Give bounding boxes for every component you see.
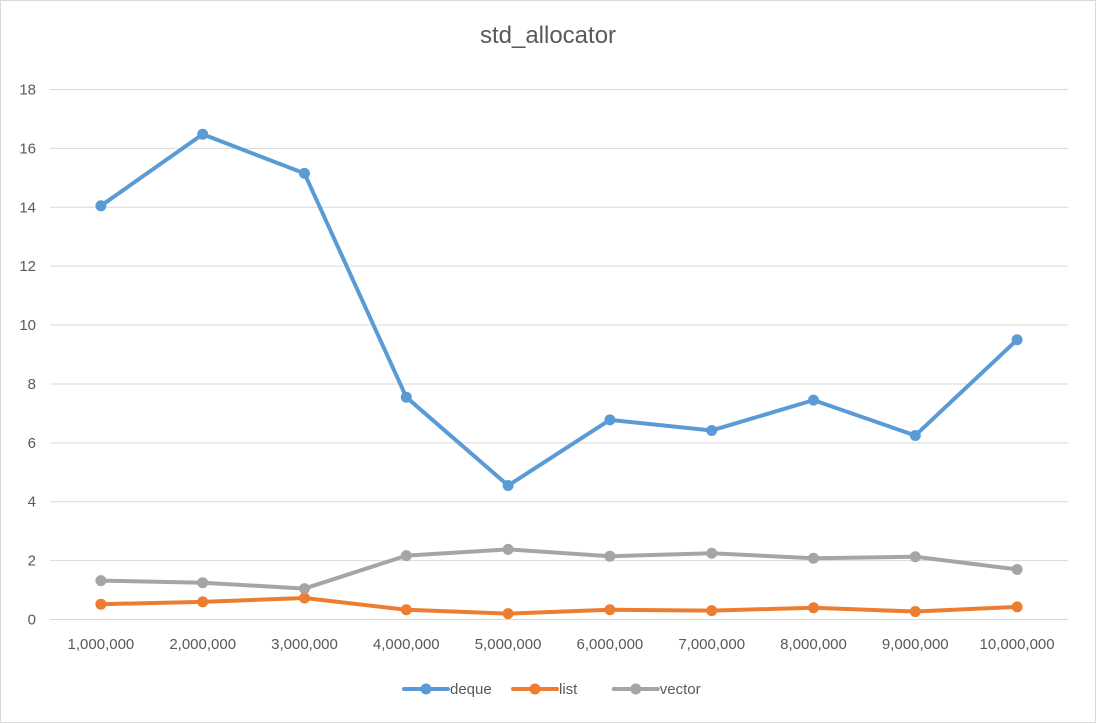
- y-tick-label: 4: [28, 494, 36, 511]
- y-tick-label: 10: [19, 317, 36, 334]
- x-tick-label: 8,000,000: [780, 636, 847, 653]
- x-axis-ticks: 1,000,000 2,000,000 3,000,000 4,000,000 5,00…: [68, 636, 1055, 653]
- data-point-list: [299, 592, 310, 604]
- data-point-list: [909, 606, 921, 618]
- data-point-vector: [197, 577, 209, 589]
- series-lines: [95, 128, 1023, 620]
- data-point-vector: [706, 547, 718, 559]
- x-tick-label: 2,000,000: [169, 636, 236, 653]
- series-list: [95, 592, 1023, 620]
- legend-item-vector: vector: [611, 681, 701, 698]
- y-tick-label: 16: [19, 140, 36, 157]
- data-point-deque: [1011, 334, 1023, 346]
- y-tick-label: 18: [19, 82, 36, 99]
- data-point-list: [808, 602, 819, 614]
- y-axis-ticks: 0 2 4 6 8 10 12 14 16 18: [19, 82, 36, 629]
- series-line-vector: [98, 547, 1020, 591]
- data-point-deque: [502, 480, 514, 492]
- x-tick-label: 9,000,000: [882, 636, 949, 653]
- x-tick-label: 6,000,000: [577, 636, 644, 653]
- y-tick-label: 6: [28, 435, 36, 452]
- data-point-deque: [299, 167, 310, 179]
- data-point-vector: [95, 575, 107, 587]
- legend-marker: [529, 683, 541, 695]
- y-tick-label: 8: [28, 376, 36, 393]
- data-point-deque: [400, 391, 412, 403]
- x-tick-label: 10,000,000: [980, 636, 1055, 653]
- legend-label: vector: [660, 681, 701, 698]
- series-line-list: [98, 596, 1020, 616]
- data-point-deque: [808, 394, 819, 406]
- legend-marker: [420, 683, 432, 695]
- legend-marker: [630, 683, 642, 695]
- data-point-list: [400, 604, 412, 616]
- chart-title: std_allocator: [479, 22, 617, 49]
- x-tick-label: 5,000,000: [475, 636, 542, 653]
- y-tick-label: 2: [28, 553, 36, 570]
- data-point-vector: [299, 583, 310, 595]
- data-point-deque: [604, 414, 616, 426]
- data-point-vector: [1011, 563, 1023, 575]
- x-tick-label: 7,000,000: [678, 636, 745, 653]
- data-point-list: [502, 608, 514, 620]
- legend-label: list: [559, 681, 578, 698]
- data-point-deque: [909, 429, 921, 441]
- series-vector: [95, 543, 1023, 595]
- legend-item-list: list: [511, 681, 578, 698]
- data-point-deque: [706, 424, 718, 436]
- legend: deque list vector: [402, 681, 701, 698]
- data-point-deque: [197, 128, 209, 140]
- data-point-list: [1011, 601, 1023, 613]
- data-point-vector: [604, 550, 616, 562]
- data-point-list: [197, 596, 209, 608]
- x-tick-label: 1,000,000: [68, 636, 135, 653]
- data-point-list: [604, 604, 616, 616]
- data-point-list: [706, 605, 718, 617]
- data-point-deque: [95, 200, 107, 212]
- y-tick-label: 0: [28, 612, 36, 629]
- data-point-list: [95, 598, 107, 610]
- y-tick-label: 14: [19, 199, 36, 216]
- data-point-vector: [502, 543, 514, 555]
- y-tick-label: 12: [19, 258, 36, 275]
- data-point-vector: [400, 550, 412, 562]
- legend-item-deque: deque: [402, 681, 492, 698]
- grid-lines: [50, 89, 1068, 620]
- legend-label: deque: [450, 681, 492, 698]
- data-point-vector: [808, 552, 819, 564]
- series-deque: [95, 128, 1023, 492]
- x-tick-label: 4,000,000: [373, 636, 440, 653]
- series-line-deque: [98, 132, 1020, 488]
- data-point-vector: [909, 551, 921, 563]
- x-tick-label: 3,000,000: [271, 636, 338, 653]
